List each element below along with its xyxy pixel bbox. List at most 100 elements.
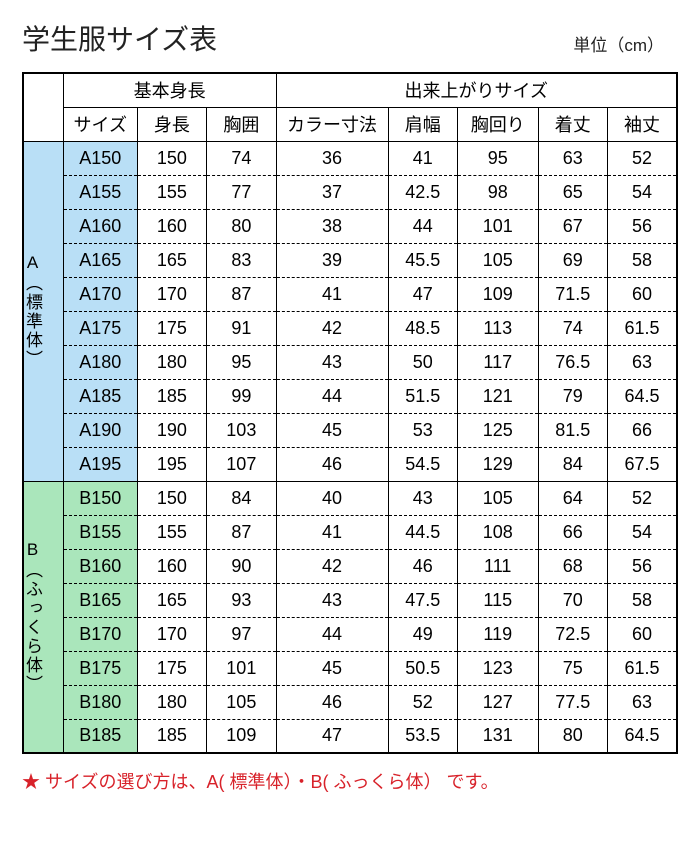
cell-sleeve: 58 xyxy=(607,243,677,277)
cell-collar: 46 xyxy=(276,685,388,719)
cell-chest: 87 xyxy=(207,515,276,549)
cell-collar: 41 xyxy=(276,515,388,549)
cell-shoulder: 43 xyxy=(388,481,457,515)
cell-length: 76.5 xyxy=(538,345,607,379)
cell-shoulder: 45.5 xyxy=(388,243,457,277)
cell-chest: 103 xyxy=(207,413,276,447)
cell-collar: 42 xyxy=(276,549,388,583)
cell-shoulder: 44.5 xyxy=(388,515,457,549)
col-collar: カラー寸法 xyxy=(276,107,388,141)
cell-size: A170 xyxy=(63,277,137,311)
cell-chest: 91 xyxy=(207,311,276,345)
cell-shoulder: 50 xyxy=(388,345,457,379)
cell-bust: 108 xyxy=(457,515,538,549)
cell-size: B160 xyxy=(63,549,137,583)
cell-collar: 44 xyxy=(276,617,388,651)
cell-length: 65 xyxy=(538,175,607,209)
cell-shoulder: 54.5 xyxy=(388,447,457,481)
cell-shoulder: 46 xyxy=(388,549,457,583)
col-size: サイズ xyxy=(63,107,137,141)
table-row: A（標準体）A150150743641956352 xyxy=(23,141,677,175)
cell-shoulder: 42.5 xyxy=(388,175,457,209)
cell-size: B175 xyxy=(63,651,137,685)
table-row: A165165833945.51056958 xyxy=(23,243,677,277)
cell-collar: 43 xyxy=(276,583,388,617)
cell-height: 165 xyxy=(137,583,206,617)
cell-chest: 109 xyxy=(207,719,276,753)
table-row: A18018095435011776.563 xyxy=(23,345,677,379)
cell-chest: 95 xyxy=(207,345,276,379)
cell-height: 190 xyxy=(137,413,206,447)
cell-size: A185 xyxy=(63,379,137,413)
cell-length: 63 xyxy=(538,141,607,175)
cell-length: 66 xyxy=(538,515,607,549)
cell-bust: 131 xyxy=(457,719,538,753)
cell-size: B165 xyxy=(63,583,137,617)
cell-chest: 87 xyxy=(207,277,276,311)
cell-collar: 41 xyxy=(276,277,388,311)
cell-bust: 101 xyxy=(457,209,538,243)
size-table: 基本身長 出来上がりサイズ サイズ 身長 胸囲 カラー寸法 肩幅 胸回り 着丈 … xyxy=(22,72,678,754)
table-row: A175175914248.51137461.5 xyxy=(23,311,677,345)
header-basic-group: 基本身長 xyxy=(63,73,276,107)
cell-chest: 93 xyxy=(207,583,276,617)
cell-bust: 98 xyxy=(457,175,538,209)
cell-shoulder: 51.5 xyxy=(388,379,457,413)
group-label: A（標準体） xyxy=(23,141,63,481)
cell-chest: 77 xyxy=(207,175,276,209)
cell-height: 155 xyxy=(137,175,206,209)
table-row: B（ふっくら体）B1501508440431056452 xyxy=(23,481,677,515)
cell-length: 84 xyxy=(538,447,607,481)
table-row: B155155874144.51086654 xyxy=(23,515,677,549)
table-row: A190190103455312581.566 xyxy=(23,413,677,447)
footnote-text: サイズの選び方は、A( 標準体）・B( ふっくら体） です。 xyxy=(40,772,499,792)
cell-height: 185 xyxy=(137,719,206,753)
cell-collar: 37 xyxy=(276,175,388,209)
cell-sleeve: 67.5 xyxy=(607,447,677,481)
cell-sleeve: 64.5 xyxy=(607,719,677,753)
cell-bust: 111 xyxy=(457,549,538,583)
cell-chest: 105 xyxy=(207,685,276,719)
cell-shoulder: 48.5 xyxy=(388,311,457,345)
table-row: B165165934347.51157058 xyxy=(23,583,677,617)
cell-size: B150 xyxy=(63,481,137,515)
col-length: 着丈 xyxy=(538,107,607,141)
footnote: ★ サイズの選び方は、A( 標準体）・B( ふっくら体） です。 xyxy=(22,768,678,794)
cell-size: A160 xyxy=(63,209,137,243)
cell-collar: 47 xyxy=(276,719,388,753)
cell-height: 175 xyxy=(137,311,206,345)
cell-bust: 121 xyxy=(457,379,538,413)
cell-length: 79 xyxy=(538,379,607,413)
cell-shoulder: 50.5 xyxy=(388,651,457,685)
cell-collar: 46 xyxy=(276,447,388,481)
cell-sleeve: 56 xyxy=(607,549,677,583)
cell-chest: 107 xyxy=(207,447,276,481)
star-icon: ★ xyxy=(22,772,40,792)
cell-chest: 83 xyxy=(207,243,276,277)
cell-length: 67 xyxy=(538,209,607,243)
cell-shoulder: 41 xyxy=(388,141,457,175)
table-row: A1601608038441016756 xyxy=(23,209,677,243)
cell-height: 170 xyxy=(137,277,206,311)
header-finished-group: 出来上がりサイズ xyxy=(276,73,677,107)
cell-size: B185 xyxy=(63,719,137,753)
cell-length: 68 xyxy=(538,549,607,583)
table-row: A155155773742.5986554 xyxy=(23,175,677,209)
table-row: B1601609042461116856 xyxy=(23,549,677,583)
cell-bust: 115 xyxy=(457,583,538,617)
cell-bust: 127 xyxy=(457,685,538,719)
cell-shoulder: 52 xyxy=(388,685,457,719)
cell-size: B155 xyxy=(63,515,137,549)
cell-shoulder: 44 xyxy=(388,209,457,243)
cell-length: 81.5 xyxy=(538,413,607,447)
cell-collar: 44 xyxy=(276,379,388,413)
cell-sleeve: 52 xyxy=(607,141,677,175)
cell-size: A150 xyxy=(63,141,137,175)
cell-collar: 45 xyxy=(276,651,388,685)
cell-bust: 123 xyxy=(457,651,538,685)
cell-size: A155 xyxy=(63,175,137,209)
cell-sleeve: 66 xyxy=(607,413,677,447)
cell-collar: 42 xyxy=(276,311,388,345)
table-row: B1751751014550.51237561.5 xyxy=(23,651,677,685)
cell-length: 71.5 xyxy=(538,277,607,311)
